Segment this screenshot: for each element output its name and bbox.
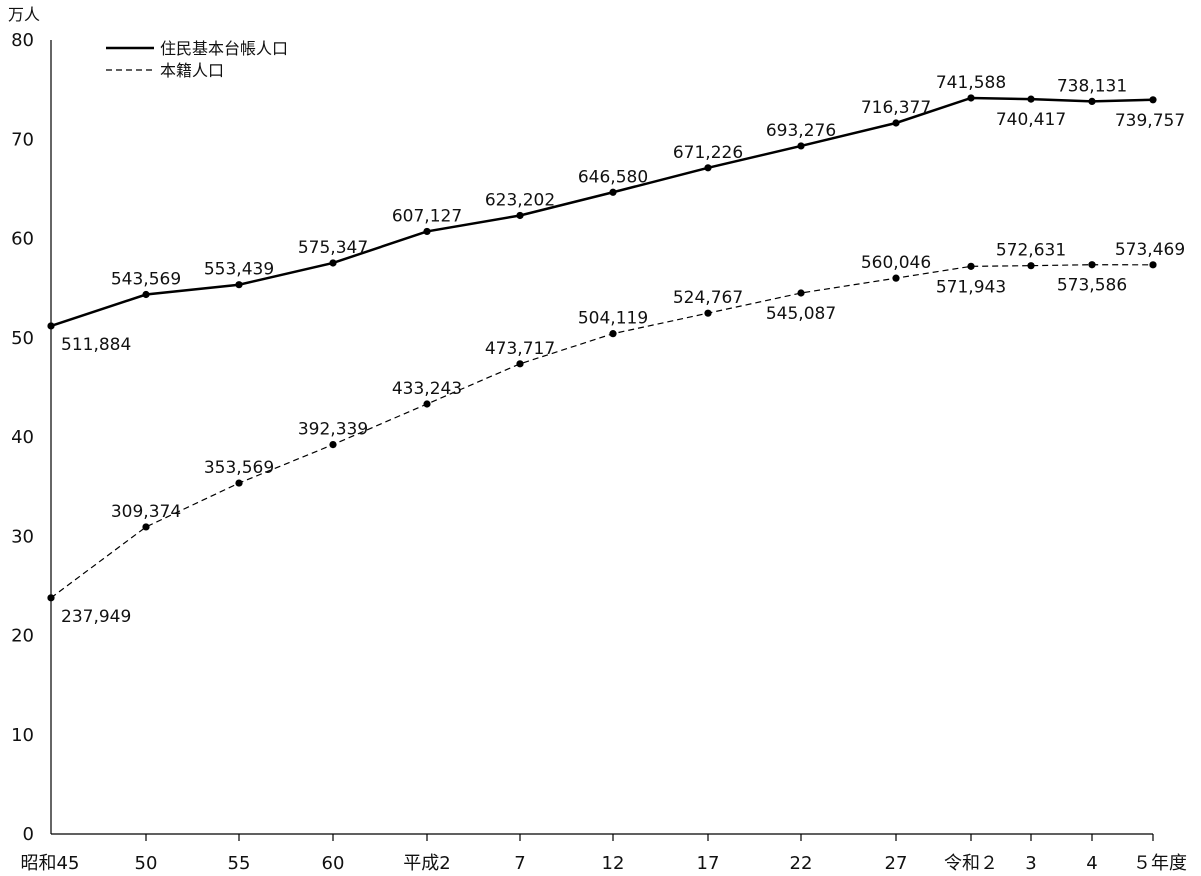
data-point [704, 309, 712, 317]
data-label: 543,569 [111, 270, 181, 290]
data-label: 571,943 [936, 277, 1006, 297]
data-label: 573,586 [1057, 276, 1127, 296]
data-point [797, 142, 805, 150]
data-point [1027, 95, 1035, 103]
data-label: 646,580 [578, 167, 648, 187]
data-label: 575,347 [298, 238, 368, 258]
x-tick-label: 7 [514, 853, 525, 874]
data-point [1088, 97, 1096, 106]
x-tick-label: 27 [885, 853, 908, 874]
data-point [235, 281, 243, 289]
data-point [967, 94, 975, 102]
data-label: 553,439 [204, 260, 274, 280]
data-label: 573,469 [1115, 240, 1185, 260]
data-label: 237,949 [61, 607, 131, 627]
data-point [329, 441, 337, 449]
series-line-resident [50, 96, 1154, 328]
data-point [235, 479, 243, 487]
data-label: 392,339 [298, 420, 368, 440]
y-tick-label: 40 [11, 427, 34, 448]
y-tick-label: 60 [11, 229, 34, 250]
data-label: 623,202 [485, 190, 555, 210]
data-label: 716,377 [861, 98, 931, 118]
data-point [516, 360, 524, 368]
data-point [892, 274, 900, 282]
x-tick-label: 17 [697, 853, 720, 874]
data-label: 473,717 [485, 339, 555, 359]
y-tick-label: 30 [11, 526, 34, 547]
y-tick-label: 70 [11, 129, 34, 150]
data-label: 738,131 [1057, 76, 1127, 96]
legend: 住民基本台帳人口 本籍人口 [106, 39, 288, 80]
data-label: 671,226 [673, 143, 743, 163]
x-tick-label: 令和２ [944, 853, 998, 874]
data-point [797, 289, 805, 297]
data-label: 433,243 [392, 379, 462, 399]
data-label: 740,417 [996, 110, 1066, 130]
data-point [1088, 261, 1096, 269]
data-point [423, 400, 431, 408]
data-point [329, 259, 337, 267]
data-label: 693,276 [766, 121, 836, 141]
data-point [609, 330, 617, 338]
x-tick-label: 50 [135, 853, 158, 874]
x-tick-label: 昭和45 [21, 853, 80, 874]
y-tick-label: 20 [11, 626, 34, 647]
x-tick-label: ５年度 [1133, 853, 1187, 874]
y-tick-label: 80 [11, 30, 34, 51]
data-point [142, 523, 150, 531]
data-point [47, 322, 55, 330]
data-point [892, 119, 900, 127]
data-point [423, 227, 431, 236]
data-label: 545,087 [766, 304, 836, 324]
data-point [1149, 261, 1157, 269]
x-tick-label: 22 [790, 853, 813, 874]
data-label: 504,119 [578, 309, 648, 329]
data-label: 560,046 [861, 253, 931, 273]
data-point [967, 262, 975, 270]
y-tick-label: 0 [23, 824, 34, 845]
data-labels: 511,884 543,569 553,439 575,347 607,127 623,2… [61, 73, 1185, 627]
legend-label-registered: 本籍人口 [160, 61, 224, 80]
data-label: 741,588 [936, 73, 1006, 93]
y-axis-unit: 万人 [8, 5, 40, 24]
x-tick-label: 平成2 [403, 853, 450, 874]
data-label: 572,631 [996, 241, 1066, 261]
data-label: 511,884 [61, 335, 131, 355]
data-point [704, 164, 712, 172]
legend-label-resident: 住民基本台帳人口 [160, 39, 288, 58]
data-point [47, 594, 55, 602]
data-point [1149, 96, 1157, 104]
x-tick-label: 4 [1086, 853, 1097, 874]
data-label: 353,569 [204, 458, 274, 478]
axes: 0 10 20 30 40 50 60 70 80 昭和45 50 55 60 平成2 7 12 17 22 27 令… [11, 30, 1187, 874]
data-label: 524,767 [673, 288, 743, 308]
series-layer [47, 94, 1157, 602]
y-tick-label: 10 [11, 725, 34, 746]
data-point [1027, 262, 1035, 270]
x-tick-label: 60 [322, 853, 345, 874]
x-tick-label: 3 [1025, 853, 1036, 874]
data-label: 739,757 [1115, 111, 1185, 131]
data-point [142, 290, 150, 299]
y-tick-label: 50 [11, 328, 34, 349]
data-point [516, 211, 524, 220]
data-label: 309,374 [111, 502, 181, 522]
data-label: 607,127 [392, 206, 462, 226]
x-tick-label: 12 [602, 853, 625, 874]
x-tick-label: 55 [228, 853, 251, 874]
series-line-registered [50, 264, 1154, 599]
data-point [609, 188, 617, 196]
